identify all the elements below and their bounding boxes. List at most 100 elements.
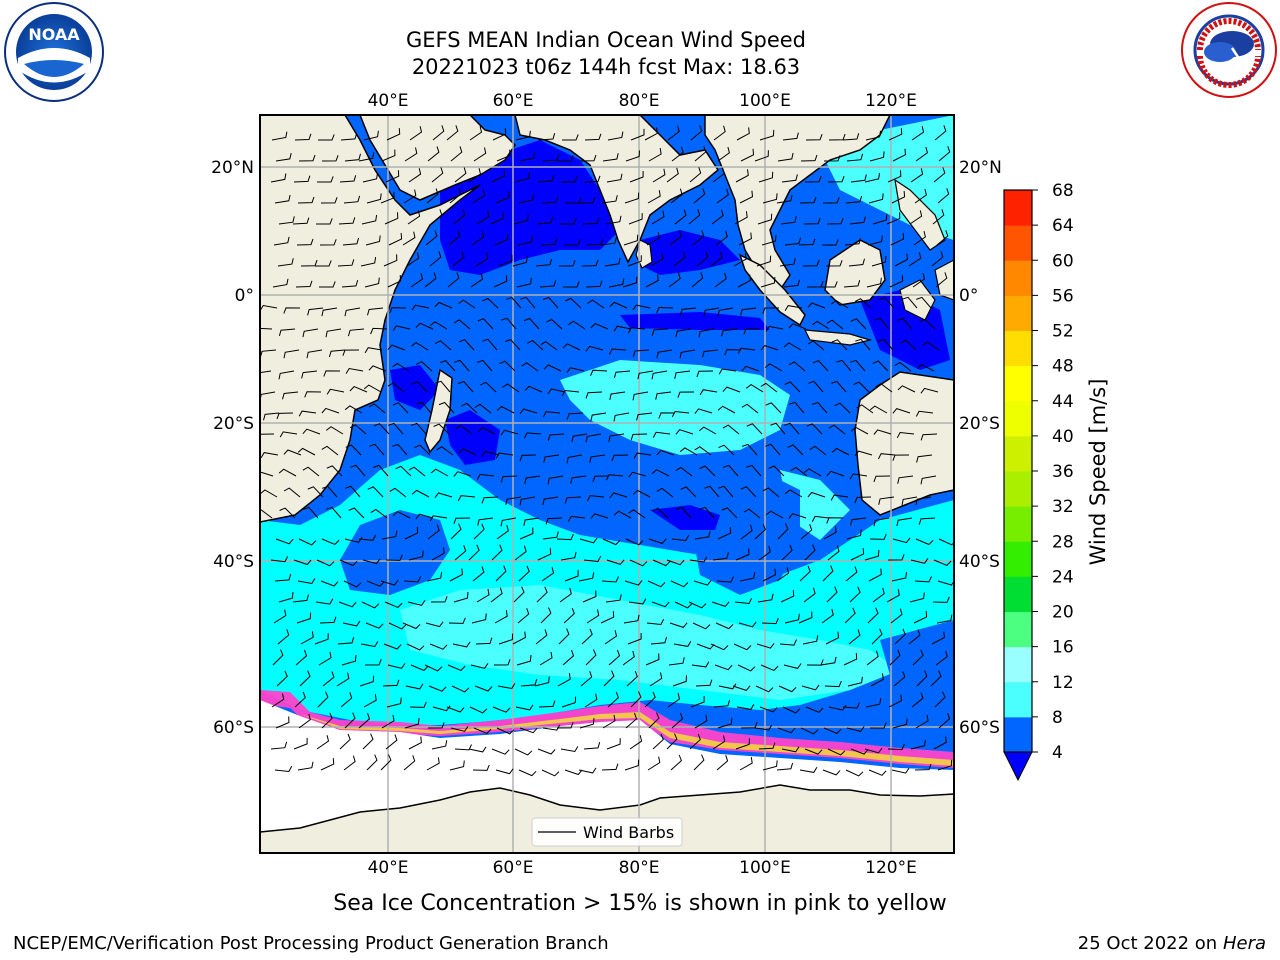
wind-barb — [490, 211, 505, 225]
wind-barb — [407, 210, 421, 225]
wind-barb — [373, 464, 389, 477]
wind-barb — [415, 513, 434, 520]
wind-barb — [590, 323, 609, 330]
colorbar-tick-label: 16 — [1052, 638, 1074, 658]
wind-barb — [392, 362, 410, 372]
wind-barb — [737, 347, 756, 354]
wind-barb — [897, 475, 914, 484]
lat-label-left: 0° — [235, 286, 254, 306]
footer-machine: Hera — [1222, 933, 1266, 954]
wind-barb — [933, 736, 947, 750]
wind-barb — [274, 194, 291, 204]
wind-barb — [809, 445, 827, 456]
wind-barb — [758, 545, 771, 561]
lat-label-right: 20°S — [959, 414, 1000, 434]
wind-barb — [472, 566, 485, 582]
wind-barb — [271, 693, 285, 708]
wind-barb — [410, 664, 429, 671]
wind-barb — [873, 475, 891, 483]
wind-barb — [362, 733, 374, 750]
wind-barb — [468, 746, 487, 753]
wind-barb — [864, 172, 880, 183]
lat-label-right: 0° — [959, 286, 978, 306]
wind-barb — [408, 550, 424, 561]
wind-barb — [799, 565, 811, 582]
wind-barb — [491, 169, 506, 183]
wind-barb — [319, 616, 337, 624]
wind-barb — [806, 659, 824, 666]
wind-barb — [448, 230, 461, 246]
colorbar-segment — [1004, 681, 1032, 718]
wind-barb — [760, 664, 779, 671]
colorbar-segment — [1004, 541, 1032, 577]
wind-barb — [803, 468, 822, 477]
wind-barb — [482, 297, 499, 309]
wind-barb — [714, 272, 727, 288]
wind-barb — [304, 391, 322, 398]
wind-barb — [627, 327, 646, 334]
wind-barb — [385, 734, 398, 750]
wind-barb — [297, 196, 315, 204]
wind-barb — [652, 507, 669, 519]
wind-barb — [492, 706, 511, 713]
wind-barb — [404, 718, 420, 729]
wind-barb — [680, 486, 697, 498]
wind-barb — [846, 726, 865, 732]
wind-barb — [494, 233, 509, 246]
wind-barb — [669, 622, 688, 628]
wind-barb — [650, 252, 664, 267]
wind-barb — [339, 559, 358, 567]
wind-barb — [812, 360, 829, 372]
wind-barb — [869, 722, 887, 729]
wind-barb — [740, 524, 753, 540]
wind-barb — [433, 423, 450, 435]
wind-barb — [613, 510, 632, 519]
wind-barb — [505, 296, 522, 309]
wind-barb — [482, 338, 498, 351]
wind-barb — [759, 129, 775, 141]
wind-barb — [696, 643, 715, 650]
wind-barb — [339, 733, 351, 750]
sea-ice-edge — [260, 690, 954, 768]
wind-barb — [644, 691, 656, 708]
wind-barb — [609, 492, 628, 499]
wind-barb — [822, 769, 841, 776]
wind-barb — [370, 508, 388, 519]
wind-barb — [475, 252, 489, 267]
wind-barb — [655, 391, 672, 400]
wind-barb — [373, 423, 390, 435]
wind-barb — [547, 475, 564, 485]
wind-barb — [556, 533, 574, 541]
wind-barb — [632, 304, 651, 311]
wind-barb — [762, 193, 778, 204]
wind-barb — [408, 466, 426, 477]
wind-barb — [321, 155, 339, 162]
wind-barb — [301, 370, 318, 379]
wind-barb — [812, 401, 828, 414]
wind-barb — [295, 280, 313, 288]
wind-barb — [476, 473, 495, 480]
wind-barb — [283, 349, 300, 359]
wind-barb — [427, 146, 440, 162]
wind-barb — [388, 422, 404, 435]
wind-barb — [298, 713, 311, 729]
wind-barb — [344, 712, 356, 729]
wind-barb — [674, 601, 693, 609]
wind-barb — [624, 759, 640, 771]
wind-barb — [600, 237, 617, 246]
colorbar-label: Wind Speed [m/s] — [1086, 379, 1110, 566]
wind-barb — [670, 188, 683, 204]
wind-barb — [733, 643, 752, 651]
wind-barb — [359, 675, 375, 687]
wind-barb — [323, 370, 341, 377]
wind-barb — [271, 131, 288, 141]
wind-barb — [627, 255, 642, 267]
wind-barb — [820, 656, 837, 666]
wind-barb — [411, 304, 430, 311]
wind-barb — [648, 538, 667, 544]
lat-label-left: 60°S — [213, 718, 254, 738]
wind-barb — [389, 487, 407, 498]
wind-barb — [428, 685, 447, 692]
lat-label-left: 40°S — [213, 552, 254, 572]
wind-barb — [909, 210, 923, 225]
